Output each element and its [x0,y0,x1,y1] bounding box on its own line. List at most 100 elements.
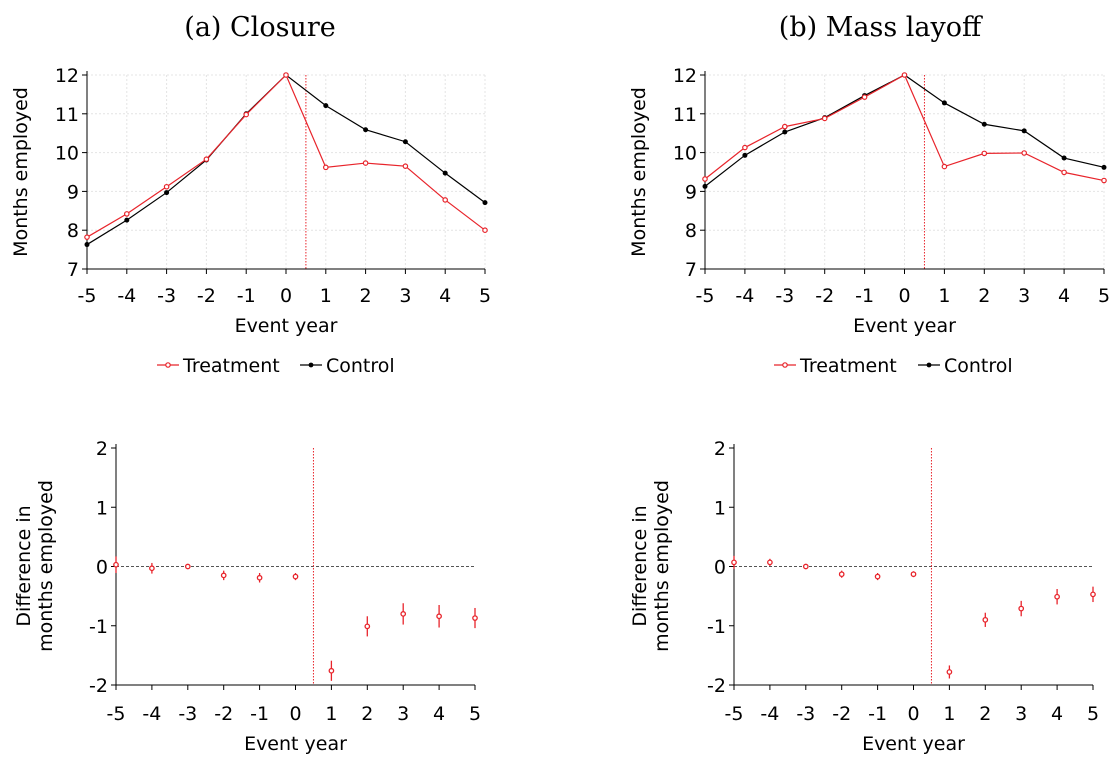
x-tick-label: -1 [868,703,887,725]
x-tick-label: 4 [433,703,445,725]
y-tick-label: 11 [673,104,697,126]
x-tick-label: -1 [250,703,269,725]
treatment-point [203,156,210,162]
x-tick-label: -3 [157,285,176,307]
estimate-point [328,667,335,674]
y-axis-label: Months employed [628,87,650,257]
plot-panel-3: -2 -1 0 1 2 -5 -4 -3 -2 -1 0 1 2 3 4 5 Event year Differe… [13,438,481,755]
control-point [702,183,708,189]
x-tick-label: -5 [78,285,97,307]
x-tick-label: 0 [907,703,919,725]
control-point [1021,128,1027,134]
x-tick-label: 3 [399,285,411,307]
estimate-point [256,574,263,581]
y-tick-label: 11 [55,104,79,126]
legend-b: Treatment Control [774,355,1013,377]
y-tick-label: 12 [673,65,697,87]
y-tick-label: 1 [96,497,108,519]
treatment-point [1101,177,1107,184]
x-tick-label: 0 [898,285,910,307]
treatment-point [781,123,788,130]
x-axis-label: Event year [862,733,965,755]
treatment-point [861,94,868,100]
y-tick-label: 8 [67,220,79,242]
x-tick-label: 4 [1051,703,1063,725]
y-tick-label: 2 [96,438,108,460]
legend-control-marker [308,362,314,368]
legend-a: Treatment Control [157,355,395,377]
y-tick-label: 7 [685,259,697,281]
treatment-point [742,144,748,151]
x-tick-label: -2 [197,285,216,307]
estimate-point [149,565,155,572]
legend-treatment-marker [165,362,171,368]
control-point [363,127,369,133]
y-tick-label: 2 [714,438,726,460]
x-tick-label: 5 [1098,285,1110,307]
x-tick-label: -3 [775,285,794,307]
legend-control-label: Control [326,355,395,377]
y-axis-label: Difference inmonths employed [629,480,673,652]
treatment-point [84,234,90,240]
x-tick-label: 2 [360,285,372,307]
estimate-point [946,669,953,675]
estimate-point [1054,593,1060,600]
treatment-point [402,163,409,169]
control-point [402,139,408,145]
x-tick-label: -2 [832,703,851,725]
control-point [323,103,329,109]
x-tick-label: -4 [735,285,754,307]
x-tick-label: -4 [142,703,161,725]
control-point [1101,164,1107,170]
estimate-point [113,561,119,568]
x-axis-label: Event year [244,733,347,755]
plot-panel-4: -2 -1 0 1 2 -5 -4 -3 -2 -1 0 1 2 3 4 5 Event year Differe… [629,438,1099,755]
control-point [84,242,90,248]
control-point [981,121,987,127]
estimate-point [910,571,917,578]
x-tick-label: 2 [361,703,373,725]
estimate-point [292,573,299,580]
y-tick-label: 8 [685,220,697,242]
treatment-point [901,72,908,78]
treatment-point [482,227,488,234]
treatment-point [283,72,289,78]
x-tick-label: -5 [725,703,744,725]
x-tick-label: 1 [938,285,950,307]
treatment-point [163,183,170,190]
x-tick-label: -2 [815,285,834,307]
y-tick-label: 1 [714,497,726,519]
y-tick-label: -2 [707,675,726,697]
control-point [164,190,170,196]
estimate-point [731,559,737,566]
x-tick-label: -4 [117,285,136,307]
y-tick-label: 10 [55,143,79,165]
x-tick-label: -3 [178,703,197,725]
control-point [1061,155,1067,161]
panel-a-title: (a) Closure [184,12,335,43]
y-axis-label: Months employed [10,87,32,257]
estimate-point [1018,605,1025,612]
estimate-point [1090,591,1096,598]
control-point [124,217,130,223]
x-tick-label: 5 [469,703,481,725]
treatment-point [702,176,708,182]
x-tick-label: 3 [1015,703,1027,725]
estimate-point [400,611,407,617]
x-tick-label: -1 [237,285,256,307]
x-tick-label: 3 [397,703,409,725]
x-tick-label: -4 [760,703,779,725]
control-point [782,129,788,135]
x-tick-label: -5 [107,703,126,725]
y-tick-label: 0 [714,557,726,579]
x-axis-label: Event year [235,315,338,337]
estimate-point [184,563,191,570]
legend-treatment-label: Treatment [182,355,280,377]
treatment-point [941,163,948,170]
treatment-point [243,111,250,118]
x-tick-label: 2 [979,703,991,725]
x-tick-label: -1 [855,285,874,307]
treatment-point [124,211,130,217]
